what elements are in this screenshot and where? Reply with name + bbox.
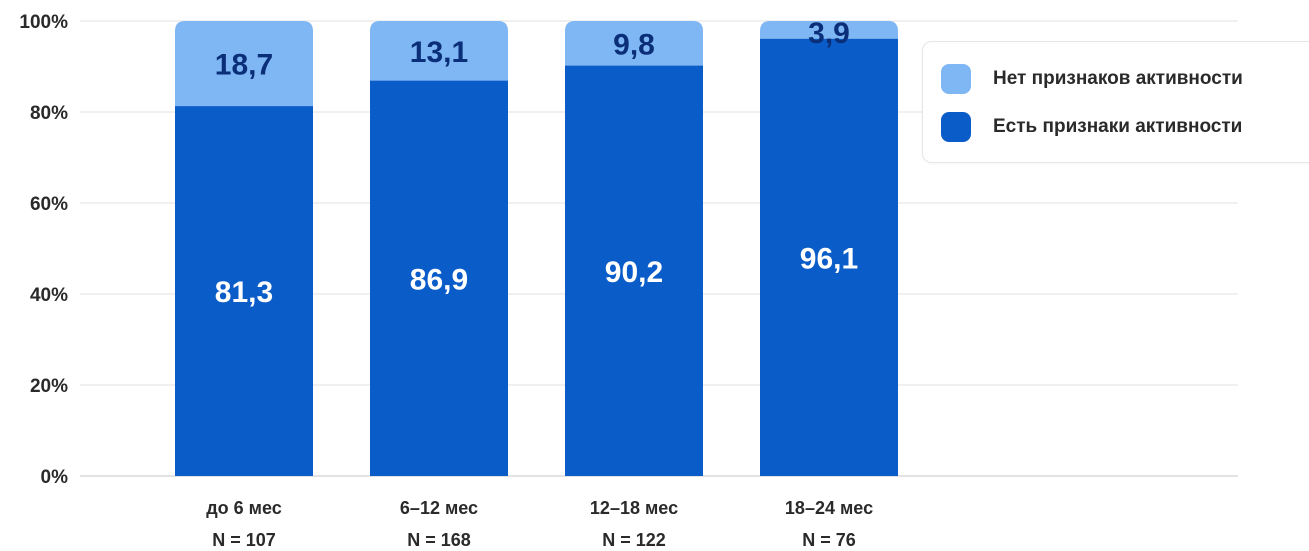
y-tick-label-100: 100% <box>19 12 68 33</box>
bar-activity-0 <box>175 106 313 477</box>
x-axis: до 6 мес N = 107 6–12 мес N = 168 12–18 мес N… <box>206 498 873 550</box>
data-label-no-activity-3: 3,9 <box>808 17 850 50</box>
data-label-activity-2: 90,2 <box>605 256 663 289</box>
bar-no-activity-2 <box>565 21 703 66</box>
data-label-no-activity-0: 18,7 <box>215 49 273 82</box>
bar-no-activity-1 <box>370 21 508 81</box>
bar-activity-2 <box>565 65 703 476</box>
bars: 81,3 18,7 86,9 13,1 90,2 9,8 96,1 3,9 <box>175 17 898 477</box>
data-label-activity-1: 86,9 <box>410 263 468 296</box>
x-tick-label-1: 6–12 мес <box>400 498 478 518</box>
data-label-activity-3: 96,1 <box>800 242 858 275</box>
legend-item-no-activity: Нет признаков активности <box>941 64 1243 94</box>
sample-size-label-2: N = 122 <box>602 530 666 550</box>
legend-label-activity: Есть признаки активности <box>993 116 1243 137</box>
legend: Нет признаков активности Есть признаки а… <box>922 41 1309 163</box>
y-tick-label-40: 40% <box>30 285 68 306</box>
legend-label-no-activity: Нет признаков активности <box>993 68 1243 89</box>
sample-size-label-1: N = 168 <box>407 530 471 550</box>
data-label-activity-0: 81,3 <box>215 276 273 309</box>
bar-no-activity-3 <box>760 21 898 39</box>
y-tick-label-60: 60% <box>30 194 68 215</box>
bar-activity-1 <box>370 80 508 476</box>
y-tick-label-20: 20% <box>30 376 68 397</box>
x-tick-label-2: 12–18 мес <box>590 498 678 518</box>
y-tick-label-80: 80% <box>30 103 68 124</box>
legend-item-activity: Есть признаки активности <box>941 112 1242 142</box>
legend-swatch-activity <box>941 112 971 142</box>
legend-swatch-no-activity <box>941 64 971 94</box>
sample-size-label-0: N = 107 <box>212 530 276 550</box>
data-label-no-activity-2: 9,8 <box>613 28 655 61</box>
bar-activity-3 <box>760 38 898 477</box>
y-tick-label-0: 0% <box>41 467 69 488</box>
x-tick-label-0: до 6 мес <box>206 498 282 518</box>
sample-size-label-3: N = 76 <box>802 530 856 550</box>
y-axis: 0% 20% 40% 60% 80% 100% <box>19 12 68 488</box>
x-tick-label-3: 18–24 мес <box>785 498 873 518</box>
data-label-no-activity-1: 13,1 <box>410 36 468 69</box>
bar-no-activity-0 <box>175 21 313 107</box>
